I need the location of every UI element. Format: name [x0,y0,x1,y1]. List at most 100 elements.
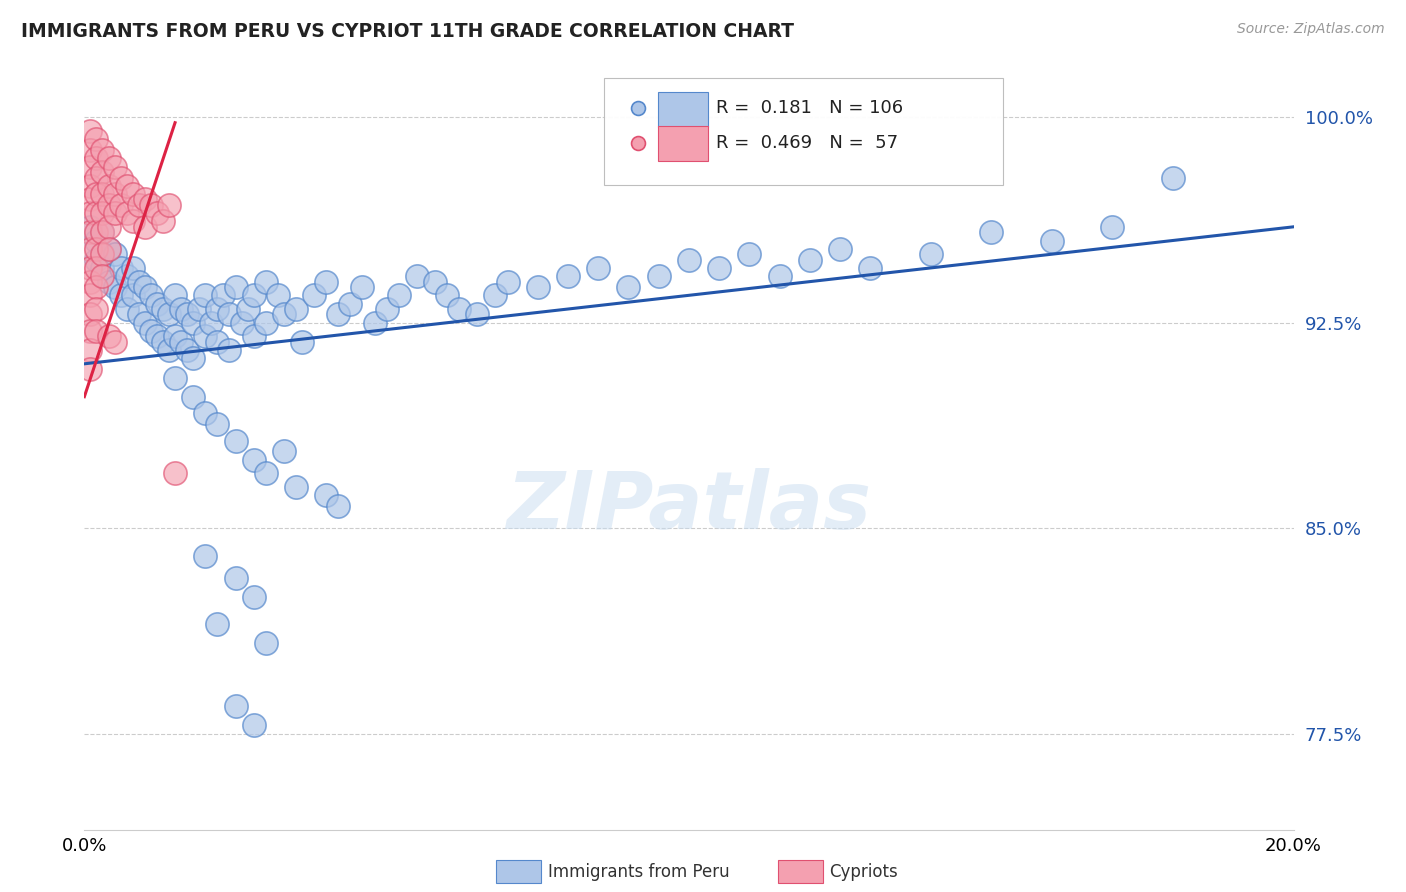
Point [588,260,610,275]
Point [115,178,138,193]
Point [104,247,127,261]
Point [97,151,120,165]
Point [449,301,471,316]
Point [128,275,150,289]
Point [86,301,108,316]
Point [527,280,550,294]
Point [79,260,101,275]
Point [86,280,108,294]
Point [484,288,506,302]
Point [194,549,217,563]
Point [97,198,120,212]
Point [267,288,290,302]
Point [91,186,114,201]
FancyBboxPatch shape [658,126,709,161]
Point [79,178,101,193]
Point [980,225,1002,239]
Point [315,275,337,289]
Point [79,225,101,239]
Point [212,288,235,302]
Point [97,242,120,256]
Point [388,288,411,302]
Point [315,488,337,502]
Point [91,247,114,261]
Point [207,617,229,632]
Point [104,160,127,174]
Point [86,186,108,201]
Point [121,288,143,302]
Point [79,160,101,174]
Point [709,260,731,275]
Point [207,417,229,431]
Point [165,467,187,481]
Point [110,170,132,185]
Point [104,206,127,220]
Point [291,334,314,349]
Point [79,193,101,207]
Point [91,225,114,239]
Point [218,308,240,322]
Point [104,186,127,201]
Point [207,301,229,316]
Point [134,280,156,294]
Point [242,590,264,604]
Point [115,301,138,316]
Point [200,316,222,330]
Point [86,324,108,338]
Point [165,370,187,384]
Point [285,480,308,494]
Text: R =  0.181   N = 106: R = 0.181 N = 106 [716,100,903,118]
Point [86,252,108,267]
Point [231,316,253,330]
Point [254,467,277,481]
Point [79,288,101,302]
Point [79,308,101,322]
Point [134,316,156,330]
Point [352,280,374,294]
Point [146,329,169,343]
Point [86,170,108,185]
Point [738,247,761,261]
FancyBboxPatch shape [658,92,709,127]
Point [152,301,174,316]
Point [1101,219,1123,234]
Point [157,308,180,322]
Point [79,219,101,234]
Point [157,198,180,212]
Point [225,699,247,714]
Point [254,636,277,650]
Point [769,269,792,284]
Point [225,570,247,584]
Point [79,124,101,138]
Point [254,275,277,289]
Point [86,234,108,248]
Point [194,406,217,420]
Point [139,324,162,338]
Point [121,214,143,228]
Point [557,269,579,284]
Point [97,178,120,193]
Point [104,334,127,349]
Point [467,308,489,322]
Point [110,198,132,212]
Point [79,143,101,157]
Point [423,275,446,289]
Point [181,390,204,404]
Point [91,260,114,275]
Point [225,434,247,448]
Point [181,316,204,330]
Point [79,242,101,256]
Point [273,308,295,322]
Point [285,301,308,316]
Point [152,214,174,228]
Point [242,452,264,467]
Point [236,301,259,316]
Point [242,329,264,343]
Point [86,151,108,165]
Point [170,334,193,349]
Point [302,288,325,302]
Point [617,280,640,294]
Point [79,206,101,220]
Point [86,132,108,146]
Point [115,206,138,220]
